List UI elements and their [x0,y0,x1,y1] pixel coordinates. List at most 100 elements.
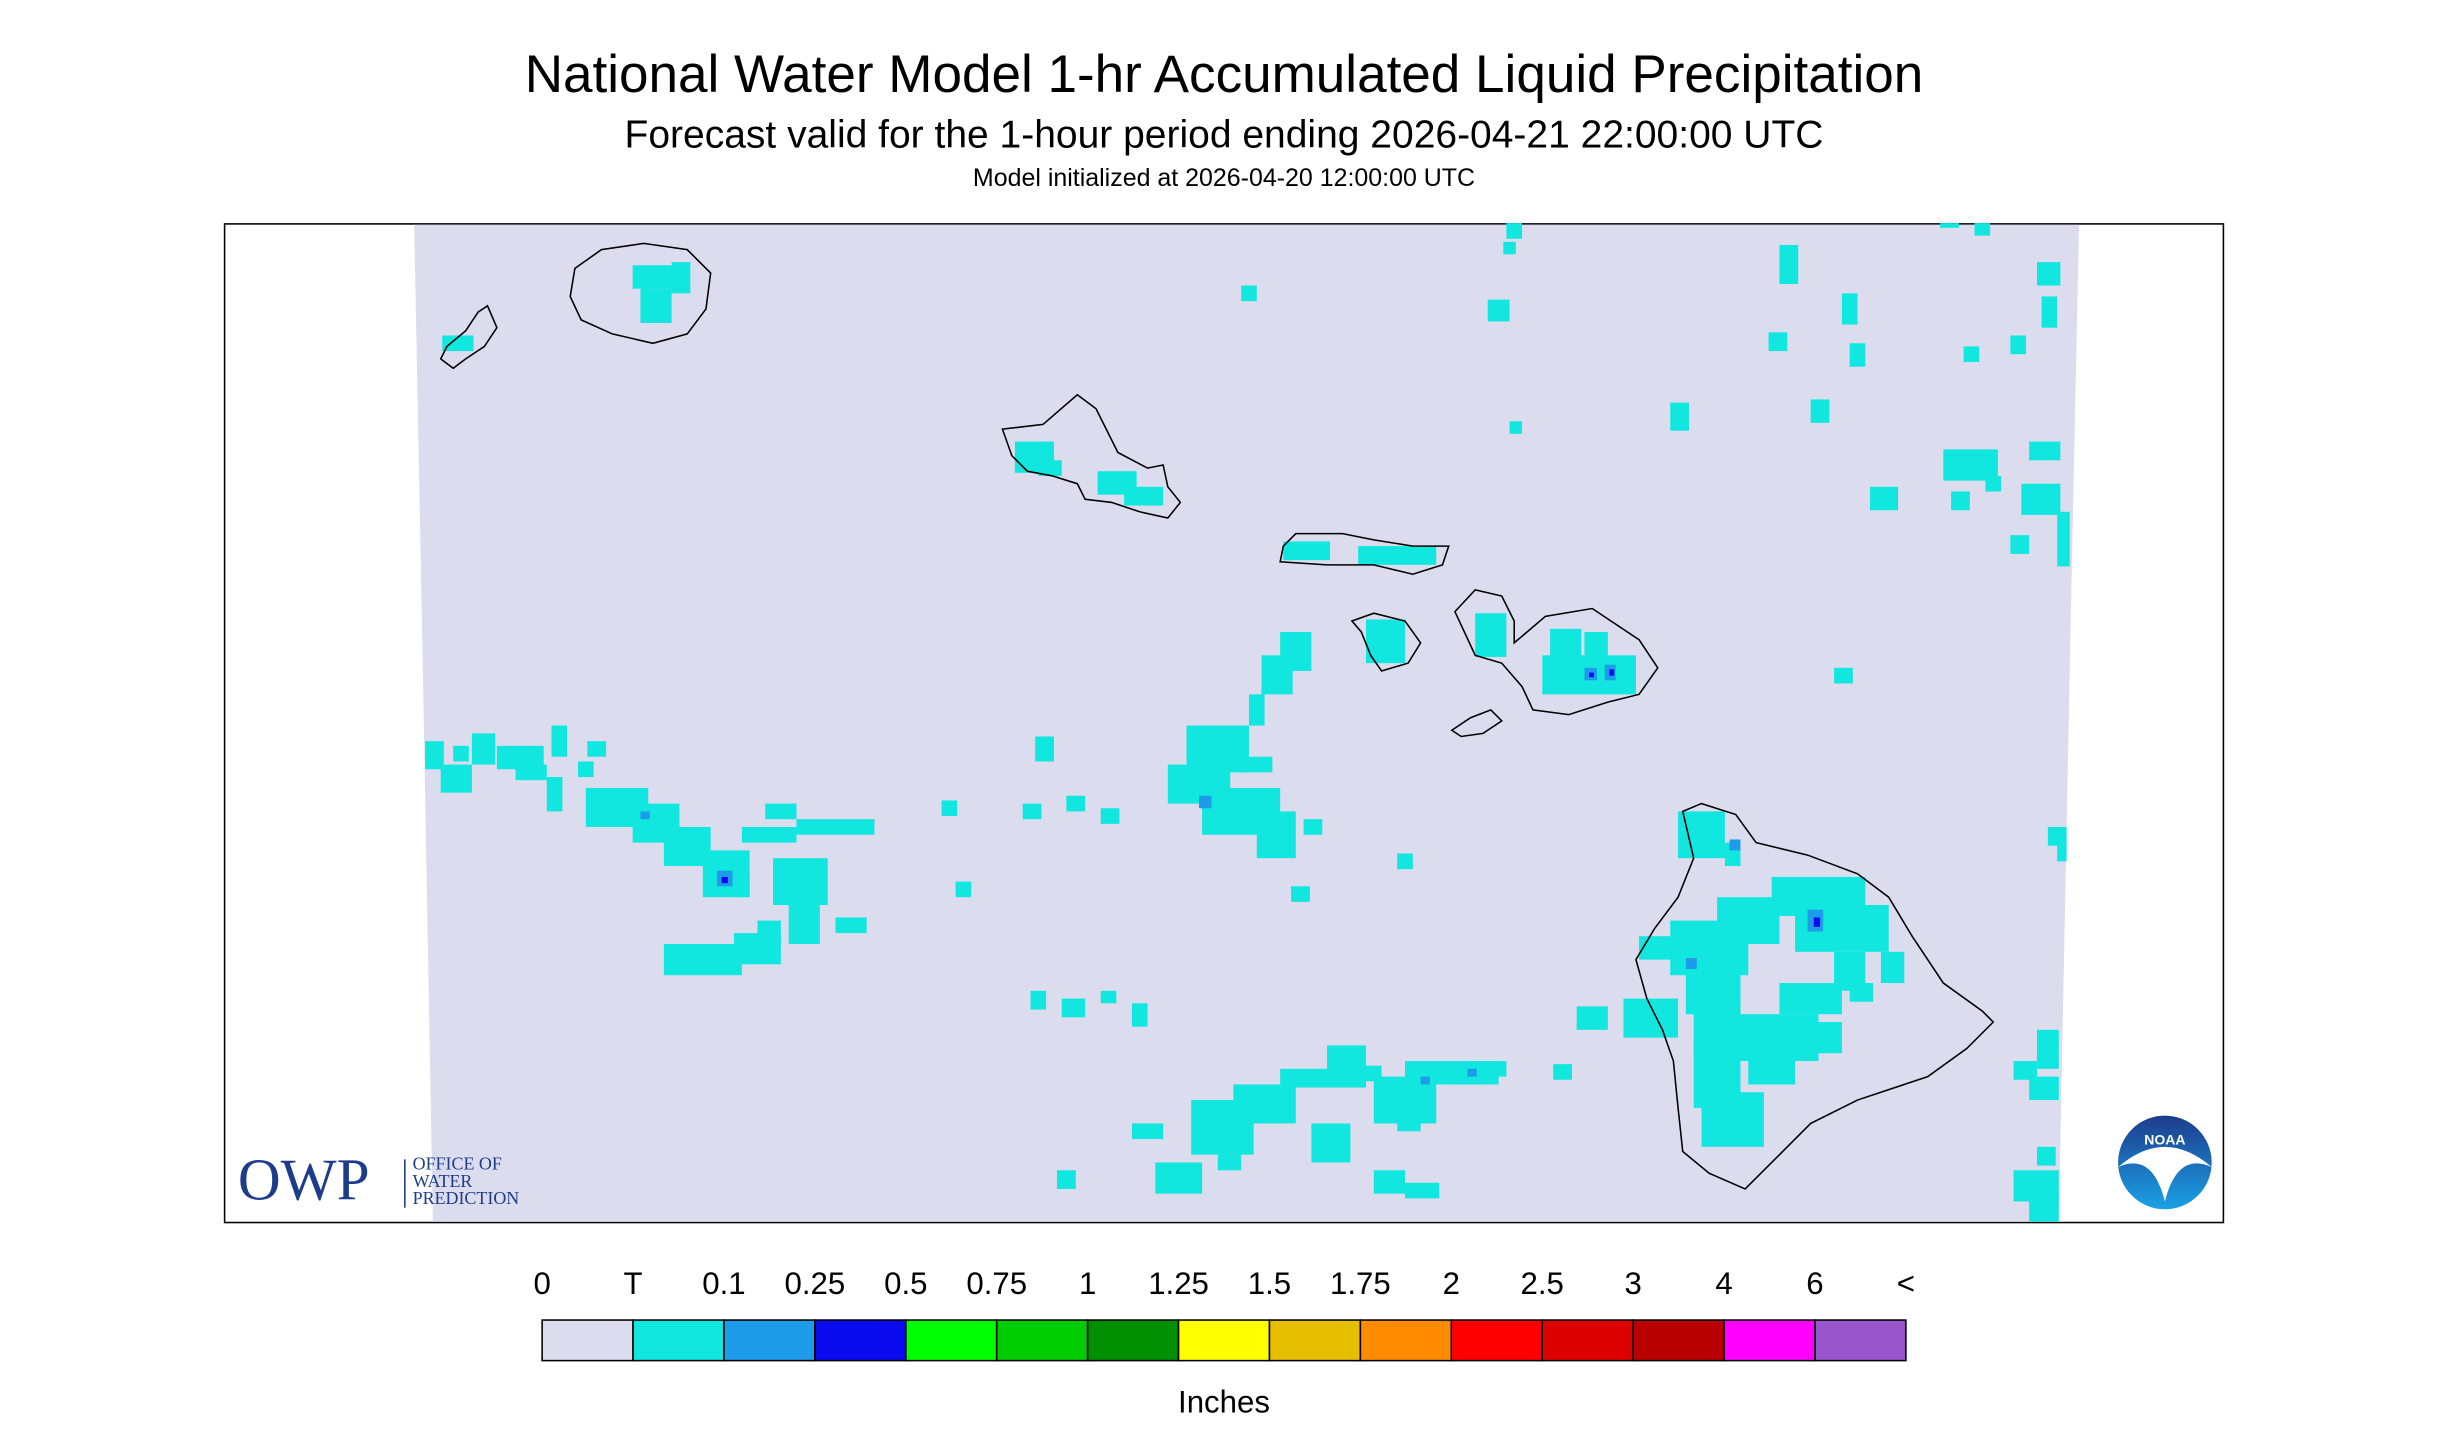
oahu [1001,393,1182,519]
kahoolawe [1450,709,1503,738]
precip-trace [1030,990,1047,1010]
colorbar-box [1632,1319,1725,1362]
precip-trace [1584,631,1608,664]
precip-trace [1940,223,1959,228]
precip-trace [1974,223,1991,236]
precip-trace [2047,826,2067,846]
precip-trace [2010,335,2027,355]
precip-trace [765,803,797,820]
colorbar-label: 6 [1806,1266,1823,1301]
precip-trace [796,819,875,835]
colorbar-box [723,1319,816,1362]
precip-trace [2041,296,2058,328]
precip-trace [1256,811,1296,859]
precip-trace [741,826,797,843]
precip-layer [425,223,2070,1222]
precip-trace [757,920,781,945]
owp-line: OFFICE OF [413,1154,502,1174]
precip-trace [1509,421,1523,434]
precip-trace [941,800,958,817]
precip-trace [515,764,547,781]
precip-light [1420,1076,1430,1085]
precip-light [640,811,650,820]
precip-trace [1475,613,1507,657]
owp-line: PREDICTION [413,1188,520,1208]
precip-trace [1503,241,1516,255]
precip-trace [440,764,472,793]
kauai [569,242,712,345]
precip-trace [1779,244,1799,284]
noaa-bird [2118,1146,2212,1202]
precip-trace [1963,346,1980,362]
precip-trace [1311,1123,1351,1163]
precip-trace [788,897,820,945]
precip-trace [1841,293,1858,325]
precip-trace [1405,1182,1440,1199]
precip-trace [1066,795,1086,812]
precip-trace [1810,1022,1842,1054]
precip-trace [1748,1045,1796,1085]
colorbar-box [632,1319,725,1362]
precip-light [1199,795,1212,809]
colorbar-units: Inches [1178,1385,1270,1420]
precip-trace [1326,1045,1366,1085]
precip-trace [1701,1092,1764,1147]
owp-logo: OWP OFFICE OF WATER PREDICTION [238,1146,519,1212]
colorbar-box [1359,1319,1453,1362]
precip-trace [1985,475,2002,492]
precip-trace [1261,655,1293,695]
precip-trace [1061,998,1086,1018]
subtitle: Forecast valid for the 1-hour period end… [625,114,1824,157]
title: National Water Model 1-hr Accumulated Li… [525,45,1924,104]
colorbar-box [905,1319,998,1362]
precip-trace [2013,1061,2037,1080]
precip-trace [2057,511,2070,567]
precip-trace [442,335,474,352]
precip-trace [1241,756,1273,773]
colorbar-box [1177,1319,1271,1362]
precip-trace [955,881,972,898]
precip-trace [1670,402,1689,431]
precip-trace [1834,667,1853,684]
precip-trace [1241,285,1257,302]
precip-trace [587,741,607,757]
precip-trace [1487,299,1510,322]
precip-trace [1779,983,1842,1015]
precip-trace [1124,486,1164,506]
precip-trace [734,873,750,898]
colorbar-box [995,1319,1089,1362]
precip-trace [546,777,563,812]
noaa-text: NOAA [2144,1131,2185,1147]
owp-line: WATER [413,1171,473,1191]
colorbar-label: 1.5 [1248,1266,1291,1301]
coastlines [439,242,1995,1190]
precip-moderate [721,876,728,884]
precip-trace [1951,491,1970,511]
precip-trace [1022,803,1042,820]
colorbar-label: < [1897,1266,1915,1301]
precip-moderate [1589,672,1594,678]
precip-trace [2036,262,2061,286]
precip-trace [1678,811,1725,859]
precip-trace [578,761,594,778]
lanai [1350,612,1422,672]
precip-trace [2036,1146,2056,1166]
precip-trace [1283,541,1331,561]
colorbar-label: 4 [1715,1266,1732,1301]
precip-trace [2057,845,2067,862]
precip-trace [2021,483,2061,515]
precip-trace [640,288,672,323]
init-time: Model initialized at 2026-04-20 12:00:00… [973,164,1475,192]
precip-trace [1248,694,1265,726]
precip-trace [1155,1162,1203,1194]
precip-trace [1768,332,1788,352]
precip-trace [1849,343,1866,367]
precip-trace [2010,535,2030,554]
precip-trace [1365,619,1405,664]
precip-light [1729,839,1741,851]
precip-trace [1038,460,1062,476]
colorbar-box [1268,1319,1362,1362]
precip-trace [1303,819,1323,835]
